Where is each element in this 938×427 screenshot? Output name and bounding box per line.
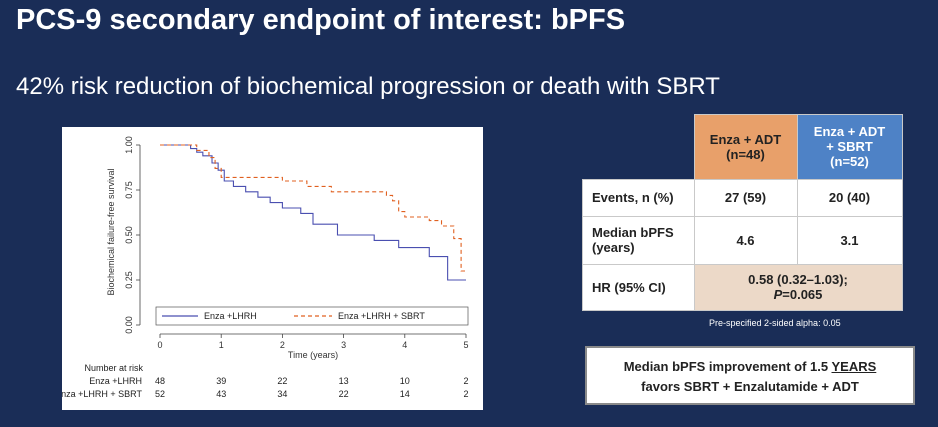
risk-count: 14 bbox=[400, 389, 410, 399]
median-sbrt: 3.1 bbox=[796, 215, 903, 265]
km-chart: Biochemical failure-free survival Time (… bbox=[62, 136, 469, 399]
y-tick-label: 0.50 bbox=[124, 226, 134, 244]
chart-axes: 0.00 0.25 0.50 0.75 1.00 0 1 2 3 4 5 bbox=[124, 136, 469, 350]
risk-row-label-enza: Enza +LHRH bbox=[89, 376, 142, 386]
x-axis-label: Time (years) bbox=[288, 350, 338, 360]
results-table: Enza + ADT (n=48) Enza + ADT + SBRT (n=5… bbox=[582, 114, 903, 311]
chart-legend: Enza +LHRH Enza +LHRH + SBRT bbox=[155, 306, 469, 326]
risk-count: 43 bbox=[216, 389, 226, 399]
callout-line2: favors SBRT + Enzalutamide + ADT bbox=[641, 379, 859, 394]
chart-lines bbox=[160, 144, 466, 281]
legend-label-sbrt: Enza +LHRH + SBRT bbox=[338, 311, 425, 321]
risk-table: Number at risk Enza +LHRH Enza +LHRH + S… bbox=[62, 363, 469, 399]
y-tick-label: 0.00 bbox=[124, 316, 134, 334]
alpha-footnote: Pre-specified 2-sided alpha: 0.05 bbox=[709, 318, 841, 328]
improvement-callout: Median bPFS improvement of 1.5 YEARS fav… bbox=[585, 346, 915, 405]
hr-value: 0.58 (0.32–1.03); P=0.065 bbox=[693, 263, 903, 311]
events-sbrt: 20 (40) bbox=[796, 178, 903, 217]
risk-count: 22 bbox=[277, 376, 287, 386]
row-label-median: Median bPFS (years) bbox=[582, 215, 695, 265]
risk-count: 52 bbox=[155, 389, 165, 399]
x-tick-label: 3 bbox=[341, 340, 346, 350]
row-label-hr: HR (95% CI) bbox=[582, 263, 695, 311]
km-chart-panel: Biochemical failure-free survival Time (… bbox=[62, 127, 483, 410]
header-enza-adt: Enza + ADT (n=48) bbox=[693, 114, 798, 180]
risk-count: 39 bbox=[216, 376, 226, 386]
callout-text: Median bPFS improvement of 1.5 bbox=[623, 359, 832, 374]
p-letter: P bbox=[773, 287, 783, 302]
risk-count: 13 bbox=[339, 376, 349, 386]
risk-count: 34 bbox=[277, 389, 287, 399]
y-tick-label: 1.00 bbox=[124, 136, 134, 154]
risk-count: 10 bbox=[400, 376, 410, 386]
callout-emphasis: YEARS bbox=[831, 359, 877, 374]
y-axis-label: Biochemical failure-free survival bbox=[106, 168, 116, 295]
median-enza: 4.6 bbox=[693, 215, 798, 265]
slide-subtitle: 42% risk reduction of biochemical progre… bbox=[16, 73, 720, 100]
risk-count: 22 bbox=[339, 389, 349, 399]
row-label-events: Events, n (%) bbox=[582, 178, 695, 217]
risk-table-title: Number at risk bbox=[84, 363, 143, 373]
x-tick-label: 1 bbox=[219, 340, 224, 350]
risk-row-label-sbrt: Enza +LHRH + SBRT bbox=[62, 389, 142, 399]
risk-count: 48 bbox=[155, 376, 165, 386]
series-line-enza bbox=[160, 144, 466, 281]
x-tick-label: 4 bbox=[402, 340, 407, 350]
events-enza: 27 (59) bbox=[693, 178, 798, 217]
y-tick-label: 0.25 bbox=[124, 271, 134, 289]
x-tick-label: 2 bbox=[280, 340, 285, 350]
y-tick-label: 0.75 bbox=[124, 181, 134, 199]
x-tick-label: 5 bbox=[463, 340, 468, 350]
risk-count: 2 bbox=[463, 376, 468, 386]
series-line-sbrt bbox=[160, 144, 466, 272]
header-enza-adt-sbrt: Enza + ADT + SBRT (n=52) bbox=[796, 114, 903, 180]
slide-title: PCS-9 secondary endpoint of interest: bP… bbox=[16, 4, 626, 36]
p-value: =0.065 bbox=[782, 287, 823, 302]
risk-count: 2 bbox=[463, 389, 468, 399]
legend-label-enza: Enza +LHRH bbox=[204, 311, 257, 321]
x-tick-label: 0 bbox=[157, 340, 162, 350]
